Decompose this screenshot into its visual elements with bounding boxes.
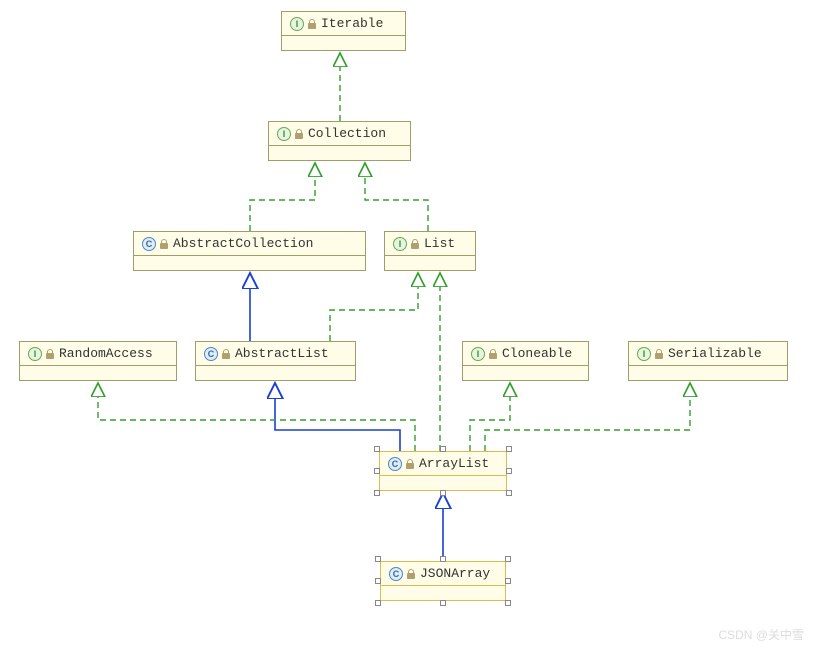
- selection-handle[interactable]: [506, 468, 512, 474]
- node-head: C AbstractList: [196, 342, 355, 366]
- lock-icon: [406, 459, 414, 469]
- node-body: [20, 366, 176, 380]
- class-name-label: ArrayList: [419, 456, 489, 471]
- class-icon: C: [142, 237, 156, 251]
- node-body: [269, 146, 410, 160]
- node-body: [463, 366, 588, 380]
- selection-handle[interactable]: [440, 446, 446, 452]
- node-body: [380, 476, 506, 490]
- class-node-serial[interactable]: I Serializable: [628, 341, 788, 381]
- selection-handle[interactable]: [505, 556, 511, 562]
- node-body: [629, 366, 787, 380]
- lock-icon: [222, 349, 230, 359]
- class-node-abscoll[interactable]: C AbstractCollection: [133, 231, 366, 271]
- node-head: I List: [385, 232, 475, 256]
- selection-handle[interactable]: [375, 556, 381, 562]
- selection-handle[interactable]: [374, 446, 380, 452]
- node-body: [282, 36, 405, 50]
- lock-icon: [295, 129, 303, 139]
- node-head: I Serializable: [629, 342, 787, 366]
- lock-icon: [308, 19, 316, 29]
- interface-icon: I: [393, 237, 407, 251]
- edge-arraylist-abslist: [275, 383, 400, 451]
- class-node-abslist[interactable]: C AbstractList: [195, 341, 356, 381]
- class-name-label: RandomAccess: [59, 346, 153, 361]
- lock-icon: [655, 349, 663, 359]
- class-name-label: Collection: [308, 126, 386, 141]
- class-name-label: JSONArray: [420, 566, 490, 581]
- edge-arraylist-cloneable: [470, 383, 510, 451]
- lock-icon: [160, 239, 168, 249]
- selection-handle[interactable]: [375, 600, 381, 606]
- class-node-jsonarray[interactable]: C JSONArray: [380, 561, 506, 601]
- selection-handle[interactable]: [505, 578, 511, 584]
- node-head: I Cloneable: [463, 342, 588, 366]
- lock-icon: [46, 349, 54, 359]
- node-head: C ArrayList: [380, 452, 506, 476]
- selection-handle[interactable]: [506, 446, 512, 452]
- lock-icon: [411, 239, 419, 249]
- node-head: I Collection: [269, 122, 410, 146]
- edge-abslist-list: [330, 273, 418, 341]
- class-icon: C: [389, 567, 403, 581]
- class-node-iterable[interactable]: I Iterable: [281, 11, 406, 51]
- class-icon: C: [204, 347, 218, 361]
- node-head: C AbstractCollection: [134, 232, 365, 256]
- node-body: [196, 366, 355, 380]
- interface-icon: I: [28, 347, 42, 361]
- lock-icon: [489, 349, 497, 359]
- class-name-label: Cloneable: [502, 346, 572, 361]
- node-body: [134, 256, 365, 270]
- edges-layer: [0, 0, 814, 651]
- watermark: CSDN @关中雪: [718, 626, 804, 643]
- node-head: C JSONArray: [381, 562, 505, 586]
- class-name-label: Iterable: [321, 16, 383, 31]
- class-name-label: AbstractList: [235, 346, 329, 361]
- class-node-list[interactable]: I List: [384, 231, 476, 271]
- node-head: I RandomAccess: [20, 342, 176, 366]
- selection-handle[interactable]: [374, 490, 380, 496]
- selection-handle[interactable]: [505, 600, 511, 606]
- class-name-label: AbstractCollection: [173, 236, 313, 251]
- node-head: I Iterable: [282, 12, 405, 36]
- selection-handle[interactable]: [440, 600, 446, 606]
- node-body: [385, 256, 475, 270]
- selection-handle[interactable]: [440, 490, 446, 496]
- selection-handle[interactable]: [506, 490, 512, 496]
- edge-arraylist-random: [98, 383, 415, 451]
- class-node-arraylist[interactable]: C ArrayList: [379, 451, 507, 491]
- class-name-label: Serializable: [668, 346, 762, 361]
- edge-arraylist-serial: [485, 383, 690, 451]
- class-node-random[interactable]: I RandomAccess: [19, 341, 177, 381]
- class-name-label: List: [424, 236, 455, 251]
- edge-abscoll-collection: [250, 163, 315, 231]
- class-node-collection[interactable]: I Collection: [268, 121, 411, 161]
- interface-icon: I: [290, 17, 304, 31]
- selection-handle[interactable]: [374, 468, 380, 474]
- interface-icon: I: [277, 127, 291, 141]
- edge-list-collection: [365, 163, 428, 231]
- selection-handle[interactable]: [440, 556, 446, 562]
- class-icon: C: [388, 457, 402, 471]
- interface-icon: I: [637, 347, 651, 361]
- selection-handle[interactable]: [375, 578, 381, 584]
- lock-icon: [407, 569, 415, 579]
- class-node-cloneable[interactable]: I Cloneable: [462, 341, 589, 381]
- node-body: [381, 586, 505, 600]
- interface-icon: I: [471, 347, 485, 361]
